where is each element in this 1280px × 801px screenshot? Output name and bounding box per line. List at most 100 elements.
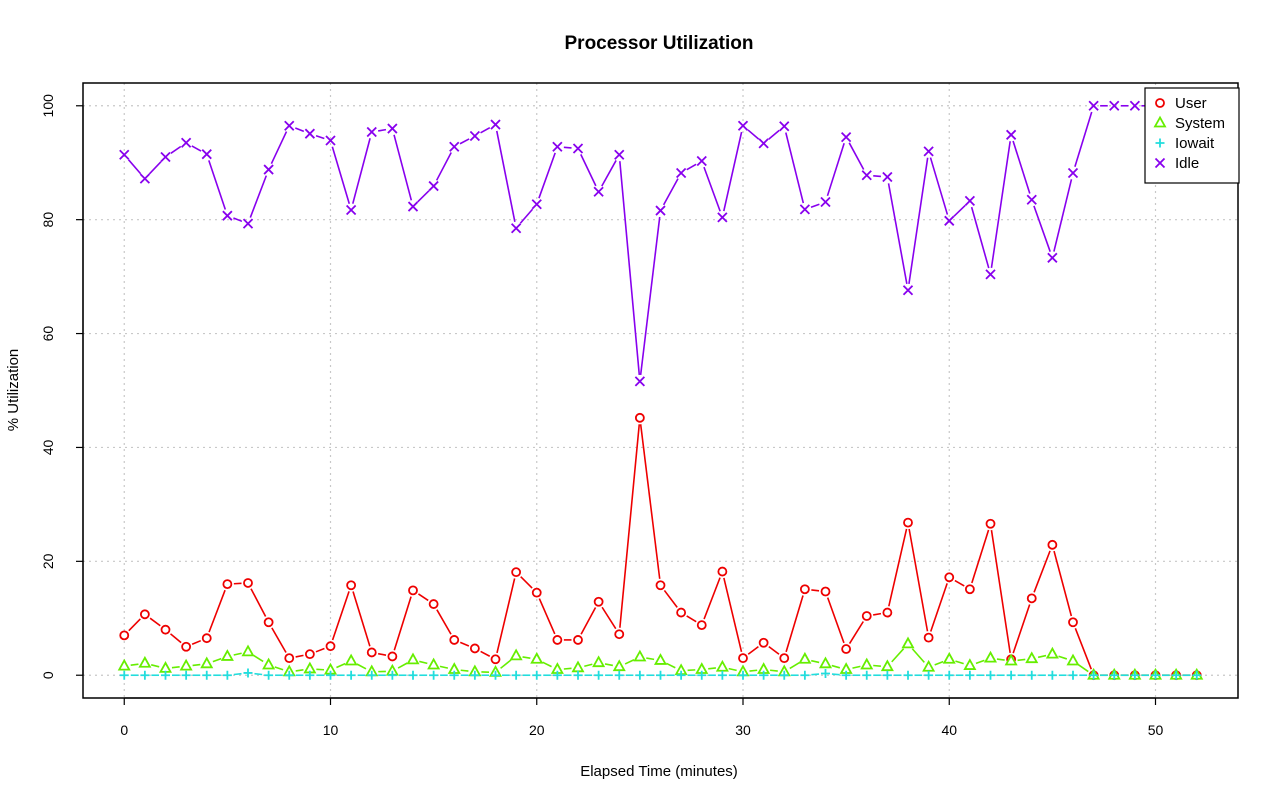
y-axis-label: % Utilization: [5, 349, 22, 432]
idle-point: [428, 180, 439, 192]
legend-marker: [1154, 157, 1166, 169]
system-line-segment: [253, 654, 264, 663]
idle-point: [552, 141, 563, 152]
iowait-point: [986, 670, 995, 680]
system-point: [179, 658, 193, 671]
idle-point: [510, 223, 522, 234]
y-tick-label: 0: [40, 671, 56, 679]
system-point: [942, 651, 956, 664]
legend-item-idle: Idle: [1154, 155, 1199, 172]
system-line-segment: [1017, 658, 1026, 662]
idle-point: [593, 186, 604, 197]
user-line-segment: [639, 424, 661, 579]
user-point: [903, 517, 913, 528]
idle-line-segment: [249, 175, 268, 218]
system-line-segment: [563, 667, 572, 670]
system-line-segment: [522, 656, 531, 660]
system-line-segment: [1037, 654, 1047, 659]
system-point: [220, 649, 234, 661]
idle-point: [737, 120, 749, 131]
idle-point: [387, 123, 398, 134]
idle-point: [779, 121, 790, 132]
iowait-point: [656, 670, 665, 680]
user-point: [696, 620, 707, 631]
iowait-point: [862, 670, 872, 680]
user-line-segment: [826, 597, 845, 644]
system-line-segment: [911, 648, 925, 663]
iowait-point: [264, 670, 274, 680]
iowait-point: [800, 670, 810, 680]
system-point: [592, 655, 606, 668]
idle-point: [882, 171, 893, 183]
iowait-point: [346, 670, 356, 680]
iowait-line-segment: [811, 673, 820, 676]
idle-point: [222, 210, 233, 221]
x-axis: 0 10 20 30 40 50: [120, 697, 1163, 738]
system-line-segment: [171, 666, 180, 669]
idle-point: [655, 205, 666, 216]
x-tick-label: 30: [735, 722, 751, 738]
iowait-point: [1109, 670, 1119, 680]
user-point: [1026, 593, 1037, 604]
idle-point: [675, 167, 687, 179]
idle-line-segment: [563, 146, 572, 149]
idle-line-segment: [480, 127, 491, 134]
system-point: [117, 658, 131, 671]
y-tick-label: 100: [40, 94, 56, 118]
legend-marker: [1155, 138, 1165, 148]
idle-point: [366, 126, 377, 138]
user-point: [408, 585, 418, 596]
iowait-point: [429, 670, 439, 680]
system-line-segment: [212, 657, 222, 663]
user-point: [964, 584, 975, 595]
user-point: [119, 630, 130, 641]
user-point: [985, 518, 996, 529]
idle-line-segment: [378, 128, 387, 132]
system-point: [344, 653, 358, 666]
y-tick-label: 60: [40, 326, 56, 342]
legend-label: System: [1175, 115, 1225, 132]
user-point: [139, 609, 150, 620]
idle-line-segment: [703, 166, 721, 212]
user-line-segment: [785, 595, 804, 653]
system-line-segment: [130, 663, 139, 667]
idle-line-segment: [723, 131, 743, 212]
idle-line-segment: [417, 190, 430, 203]
legend-label: Iowait: [1175, 135, 1215, 152]
iowait-point: [965, 670, 975, 680]
idle-line-segment: [848, 142, 865, 170]
y-tick-label: 40: [40, 439, 56, 455]
system-point: [509, 648, 523, 661]
idle-line-segment: [315, 134, 325, 140]
idle-line-segment: [270, 131, 288, 165]
system-line-segment: [646, 657, 655, 661]
idle-point: [490, 119, 501, 130]
system-point: [715, 659, 729, 672]
user-line-segment: [747, 646, 759, 655]
idle-line-segment: [148, 161, 162, 175]
user-line-segment: [538, 598, 556, 635]
iowait-point: [903, 670, 913, 680]
iowait-point: [676, 670, 686, 680]
user-point: [923, 632, 934, 643]
user-line-segment: [908, 528, 929, 632]
iowait-point: [573, 670, 583, 680]
system-line-segment: [749, 669, 758, 672]
iowait-point: [1089, 670, 1099, 680]
iowait-point: [738, 670, 748, 680]
system-line-segment: [192, 663, 201, 667]
iowait-point: [181, 670, 191, 680]
user-line-segment: [393, 596, 412, 651]
user-point: [222, 579, 233, 590]
iowait-point: [1151, 670, 1160, 680]
idle-point: [902, 285, 914, 296]
user-point: [304, 649, 315, 660]
system-line-segment: [708, 667, 717, 670]
idle-point: [263, 164, 274, 175]
idle-line-segment: [459, 138, 470, 145]
legend-item-iowait: Iowait: [1155, 135, 1215, 152]
system-point: [138, 655, 152, 668]
idle-point: [614, 149, 625, 160]
user-line-segment: [990, 530, 1011, 653]
